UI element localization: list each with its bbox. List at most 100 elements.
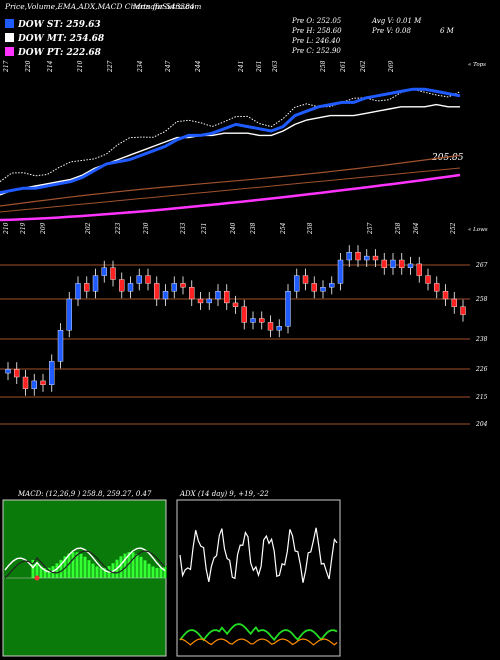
candle-body [399,259,405,269]
candle-body [364,255,370,261]
candle-body [189,287,195,300]
adx-label: ADX (14 day) 9, +19, -22 [179,490,269,498]
lows-value: 257 [367,222,374,235]
price-tick-label: 204 [475,421,488,428]
candle-body [355,251,361,261]
candle-body [320,287,326,292]
candle-body [92,275,99,292]
candle-body [197,298,204,304]
lows-value: 254 [280,222,287,235]
price-tick-label: 238 [475,336,488,343]
lows-label: « Lows [468,227,488,233]
macd-histogram-bar [95,566,99,578]
macd-histogram-bar [43,567,47,578]
candle-body [119,279,125,292]
candle-body [451,298,457,308]
candle-body [416,263,422,276]
macd-histogram-bar [127,552,131,578]
lows-value: 252 [450,222,457,235]
macd-histogram-bar [103,567,107,578]
macd-histogram-bar [83,556,87,578]
site-name: MunafaSutra.com [132,2,201,11]
candle-body [14,369,20,378]
macd-histogram-bar [55,563,59,578]
candle-body [259,318,265,323]
candle-body [285,291,291,327]
macd-histogram-bar [91,563,95,578]
quote-open: Pre O: 252.05 [291,17,342,25]
candle-body [136,275,142,284]
candle-body [154,283,160,300]
macd-line [4,547,166,573]
macd-histogram-bar [151,566,155,578]
macd-signal-line [4,550,166,579]
adx-panel [176,499,341,657]
candle-body [311,283,317,292]
quote-avg-vol: Avg V: 0.01 M [371,17,422,25]
candle-body [110,267,116,280]
legend-swatch-long [5,47,14,56]
candle-body [337,259,344,284]
candle-body [57,330,64,362]
tops-value: 234 [137,60,144,73]
lows-value: 219 [20,222,27,235]
lows-value: 210 [3,222,10,235]
lows-labels: 210 219 209 202 223 230 233 231 240 238 254 258 257 2… [3,222,457,235]
candle-body [302,275,309,284]
candle-body [224,291,230,304]
tops-value: 244 [195,60,202,73]
macd-histogram-bar [155,567,159,578]
candle-body [442,291,449,300]
tops-label: « Tops [468,62,486,68]
candle-body [250,318,256,323]
quote-close: Pre C: 252.90 [291,47,341,55]
legend-dow-pt: DOW PT: 222.68 [17,48,102,58]
legend-dow-st: DOW ST: 259.63 [17,20,101,30]
lows-value: 202 [85,222,92,235]
candle-body [267,322,274,331]
quote-vol-unit: 6 M [440,27,455,35]
candle-body [215,291,221,300]
candle-body [40,380,46,385]
candle-body [434,283,440,292]
chart-title: Price,Volume,EMA,ADX,MACD Charts for 543… [4,2,195,11]
tops-value: 247 [165,60,172,73]
lows-value: 264 [413,222,420,235]
macd-cross-marker [34,575,40,581]
lows-value: 258 [395,222,402,235]
legend-swatch-short [5,19,14,28]
macd-histogram-bar [123,553,127,578]
candle-body [66,298,72,331]
lows-value: 238 [250,222,257,235]
adx-plus-di-line [179,623,338,642]
ema-legend: DOW ST: 259.63 DOW MT: 254.68 DOW PT: 22… [5,19,105,58]
candle-body [276,326,282,331]
lows-value: 230 [143,222,150,235]
price-tick-label: 258 [475,296,488,303]
macd-histogram-bar [99,567,103,578]
ema-brown-line [0,154,461,207]
lows-value: 240 [230,222,237,235]
candle-body [294,275,300,292]
ema-mid-line [0,103,460,196]
ema-brown-line-2 [0,167,461,213]
macd-histogram-bar [59,559,63,578]
quote-block: Pre O: 252.05 Pre H: 258.60 Pre L: 246.4… [291,17,455,55]
candle-body [5,369,11,374]
candle-body [84,283,90,292]
candle-body [372,255,379,261]
tops-value: 214 [47,60,54,73]
tops-value: 227 [107,60,114,73]
adx-minus-di-line [179,638,338,646]
candle-body [49,361,55,385]
macd-histogram-bar [47,567,51,578]
tops-value: 261 [256,61,263,73]
candle-body [425,275,431,284]
lows-value: 223 [115,222,122,235]
macd-histogram-bar [75,552,79,578]
candles [5,245,466,396]
price-tick-label: 226 [475,366,488,373]
macd-histogram-bar [39,566,43,578]
tops-value: 220 [25,60,32,73]
